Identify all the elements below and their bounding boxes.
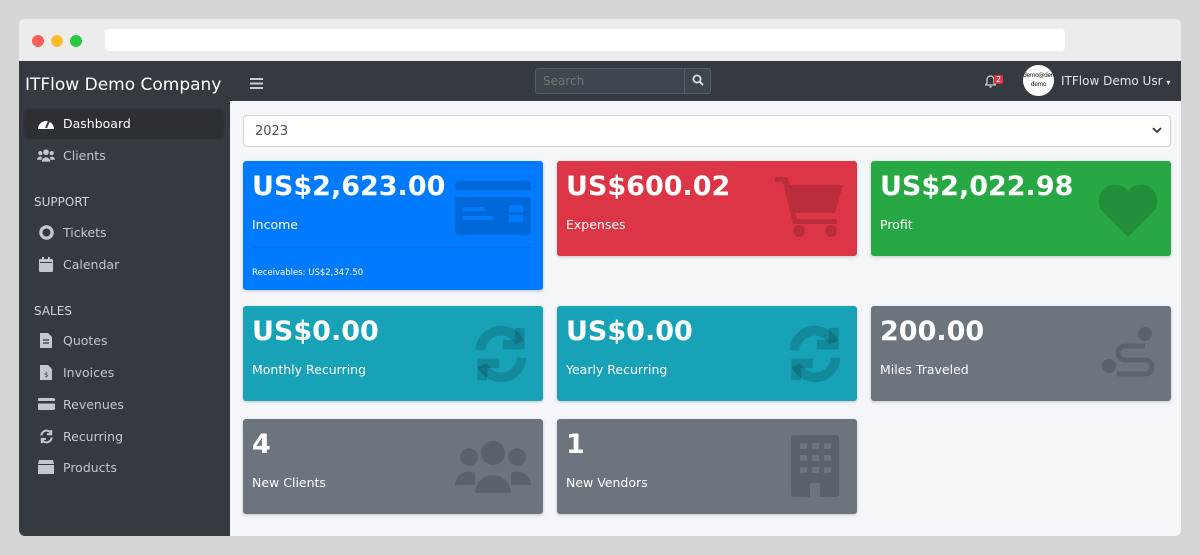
sidebar-item-label: Clients [63, 147, 106, 163]
caret-down-icon: ▾ [1166, 78, 1171, 87]
cart-icon [775, 177, 845, 241]
user-menu-dropdown[interactable]: ITFlow Demo Usr ▾ [1061, 74, 1170, 88]
menu-toggle-icon[interactable] [250, 74, 263, 93]
building-icon [791, 435, 839, 501]
avatar[interactable]: demo@demo demo [1023, 65, 1054, 96]
new-vendors-value: 1 [566, 429, 585, 460]
address-bar[interactable] [105, 29, 1065, 51]
sidebar-item-revenues[interactable]: Revenues [25, 390, 223, 418]
year-select[interactable]: 2023 [243, 115, 1171, 147]
monthly-recurring-card[interactable]: US$0.00 Monthly Recurring [243, 306, 543, 401]
monthly-recurring-label: Monthly Recurring [252, 362, 367, 377]
new-clients-card[interactable]: 4 New Clients [243, 419, 543, 514]
credit-card-icon [455, 181, 531, 239]
sidebar-item-recurring[interactable]: Recurring [25, 422, 223, 450]
file-icon [37, 332, 55, 348]
search-icon [692, 74, 704, 89]
yearly-recurring-card[interactable]: US$0.00 Yearly Recurring [557, 306, 857, 401]
sidebar-item-invoices[interactable]: $ Invoices [25, 358, 223, 386]
sidebar-item-label: Dashboard [63, 115, 131, 131]
brand-name[interactable]: ITFlow Demo Company [25, 75, 222, 95]
divider [252, 247, 534, 248]
heart-icon [1097, 183, 1159, 241]
browser-titlebar [19, 19, 1181, 61]
close-window-button[interactable] [32, 35, 44, 47]
yearly-recurring-value: US$0.00 [566, 316, 693, 347]
sync-icon [785, 324, 845, 388]
new-clients-value: 4 [252, 429, 271, 460]
top-navbar: 2 demo@demo demo ITFlow Demo Usr ▾ [230, 61, 1181, 101]
section-header-support: SUPPORT [34, 195, 90, 209]
sidebar-item-quotes[interactable]: Quotes [25, 326, 223, 354]
income-card[interactable]: US$2,623.00 Income Receivables: US$2,347… [243, 161, 543, 290]
tachometer-icon [37, 116, 55, 130]
search-button[interactable] [685, 68, 711, 94]
yearly-recurring-label: Yearly Recurring [566, 362, 668, 377]
main-content: 2023 US$2,623.00 Income Receivables: US$… [230, 101, 1181, 536]
users-icon [37, 148, 55, 162]
life-ring-icon [37, 224, 55, 240]
maximize-window-button[interactable] [70, 35, 82, 47]
calendar-icon [37, 256, 55, 272]
users-icon [455, 441, 531, 497]
box-icon [37, 460, 55, 474]
sidebar-item-label: Revenues [63, 396, 124, 412]
new-vendors-card[interactable]: 1 New Vendors [557, 419, 857, 514]
sidebar-item-label: Tickets [63, 224, 107, 240]
monthly-recurring-value: US$0.00 [252, 316, 379, 347]
search-input[interactable] [535, 68, 685, 94]
sidebar-item-label: Invoices [63, 364, 115, 380]
route-icon [1097, 322, 1159, 388]
sync-icon [471, 324, 531, 388]
profit-value: US$2,022.98 [880, 171, 1074, 202]
expenses-card[interactable]: US$600.02 Expenses [557, 161, 857, 256]
user-name: ITFlow Demo Usr [1061, 74, 1163, 88]
minimize-window-button[interactable] [51, 35, 63, 47]
miles-traveled-value: 200.00 [880, 316, 985, 347]
sync-icon [37, 429, 55, 444]
profit-card[interactable]: US$2,022.98 Profit [871, 161, 1171, 256]
credit-card-icon [37, 398, 55, 410]
income-value: US$2,623.00 [252, 171, 446, 202]
sidebar-item-label: Quotes [63, 332, 108, 348]
bell-icon [984, 73, 997, 92]
svg-text:$: $ [44, 371, 48, 379]
sidebar-item-dashboard[interactable]: Dashboard [25, 109, 223, 137]
expenses-value: US$600.02 [566, 171, 731, 202]
miles-traveled-label: Miles Traveled [880, 362, 969, 377]
search-form [535, 68, 711, 94]
miles-traveled-card[interactable]: 200.00 Miles Traveled [871, 306, 1171, 401]
browser-window: ITFlow Demo Company Dashboard Clients SU… [19, 19, 1181, 536]
year-select-value: 2023 [255, 124, 289, 139]
income-label: Income [252, 217, 298, 232]
sidebar-item-tickets[interactable]: Tickets [25, 218, 223, 246]
sidebar-item-calendar[interactable]: Calendar [25, 250, 223, 278]
chevron-down-icon [1152, 124, 1162, 139]
receivables-text: Receivables: US$2,347.50 [252, 268, 364, 278]
sidebar-item-label: Recurring [63, 428, 123, 444]
sidebar: ITFlow Demo Company Dashboard Clients SU… [19, 61, 230, 536]
sidebar-item-clients[interactable]: Clients [25, 141, 223, 169]
new-clients-label: New Clients [252, 475, 326, 490]
sidebar-item-label: Calendar [63, 256, 120, 272]
expenses-label: Expenses [566, 217, 626, 232]
notifications-button[interactable]: 2 [984, 73, 1004, 92]
profit-label: Profit [880, 217, 913, 232]
new-vendors-label: New Vendors [566, 475, 648, 490]
sidebar-item-label: Products [63, 459, 117, 475]
invoice-icon: $ [37, 364, 55, 380]
notification-count-badge: 2 [994, 75, 1004, 84]
sidebar-item-products[interactable]: Products [25, 453, 223, 481]
section-header-sales: SALES [34, 304, 72, 318]
